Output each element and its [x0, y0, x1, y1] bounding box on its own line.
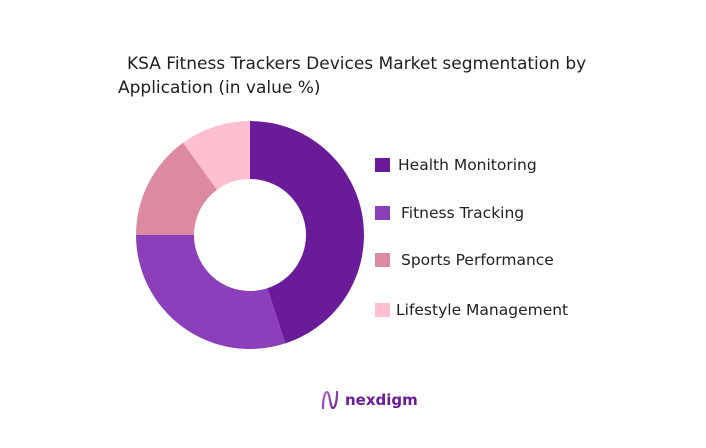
brand-logo: nexdigm — [320, 390, 418, 410]
legend-item-sports-performance: Sports Performance — [375, 251, 554, 269]
chart-title: KSA Fitness Trackers Devices Market segm… — [118, 52, 618, 100]
legend-label: Lifestyle Management — [396, 301, 569, 319]
legend-item-fitness-tracking: Fitness Tracking — [375, 204, 524, 222]
nexdigm-wave-logo-icon — [321, 390, 339, 410]
legend-swatch — [375, 303, 390, 317]
brand-name: nexdigm — [345, 391, 418, 409]
legend-item-health-monitoring: Health Monitoring — [375, 156, 537, 174]
legend-item-lifestyle-management: Lifestyle Management — [375, 301, 568, 319]
donut-segment-lifestyle-management — [182, 121, 250, 190]
legend-label: Fitness Tracking — [401, 204, 525, 222]
legend-swatch — [375, 158, 390, 172]
donut-chart — [136, 121, 364, 349]
donut-segment-sports-performance — [136, 142, 218, 235]
legend-label: Health Monitoring — [398, 156, 537, 174]
legend-label: Sports Performance — [401, 251, 554, 269]
donut-segment-fitness-tracking — [136, 235, 286, 349]
donut-segment-health-monitoring — [250, 121, 364, 344]
chart-title-line-1: KSA Fitness Trackers Devices Market segm… — [127, 54, 587, 74]
chart-title-line-2: Application (in value %) — [118, 78, 321, 98]
legend-swatch — [375, 253, 390, 267]
legend-swatch — [375, 206, 390, 220]
